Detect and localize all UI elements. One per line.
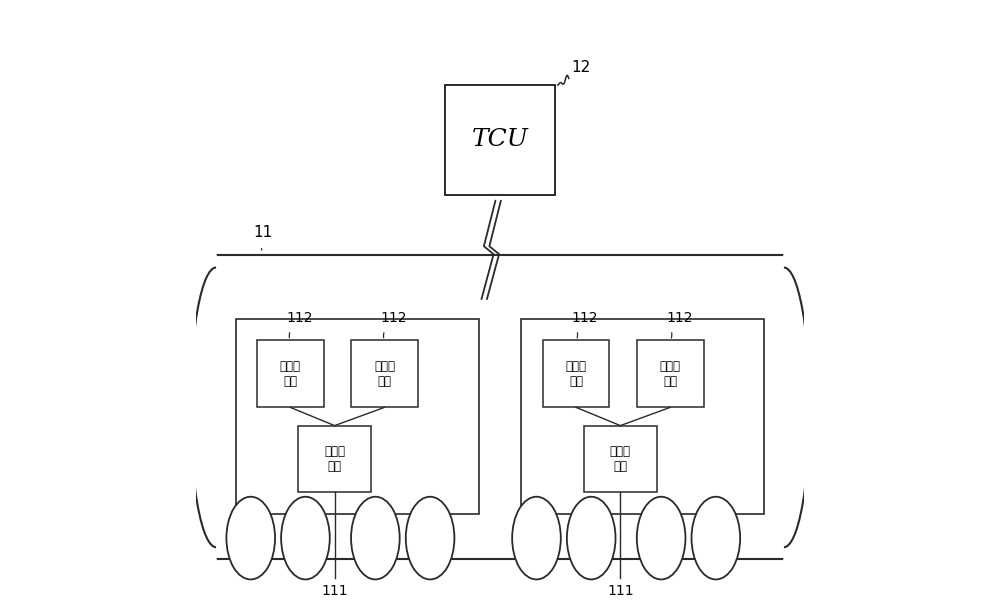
- Text: 111: 111: [607, 584, 634, 598]
- Text: 112: 112: [572, 311, 598, 325]
- Text: 111: 111: [321, 584, 348, 598]
- Text: 12: 12: [572, 60, 591, 75]
- Ellipse shape: [512, 497, 561, 579]
- Bar: [351, 340, 418, 407]
- Text: 牡引变
流器: 牡引变 流器: [280, 360, 301, 388]
- Ellipse shape: [567, 497, 616, 579]
- Bar: [637, 340, 704, 407]
- Bar: [298, 426, 371, 492]
- Ellipse shape: [406, 497, 454, 579]
- Text: 112: 112: [286, 311, 312, 325]
- Bar: [543, 340, 609, 407]
- Text: 牡引变
压器: 牡引变 压器: [324, 445, 345, 473]
- Text: TCU: TCU: [472, 128, 528, 151]
- Ellipse shape: [637, 497, 685, 579]
- Ellipse shape: [692, 497, 740, 579]
- Text: 牡引变
流器: 牡引变 流器: [374, 360, 395, 388]
- Text: 牡引变
流器: 牡引变 流器: [660, 360, 681, 388]
- Text: 牡引变
流器: 牡引变 流器: [566, 360, 586, 388]
- Text: 牡引变
压器: 牡引变 压器: [610, 445, 631, 473]
- Ellipse shape: [351, 497, 400, 579]
- Text: 11: 11: [254, 225, 273, 240]
- Ellipse shape: [226, 497, 275, 579]
- Text: 112: 112: [380, 311, 407, 325]
- Bar: [521, 319, 764, 514]
- Bar: [257, 340, 324, 407]
- Bar: [445, 85, 555, 195]
- Text: 112: 112: [666, 311, 692, 325]
- Bar: [584, 426, 657, 492]
- Ellipse shape: [281, 497, 330, 579]
- Bar: [214, 255, 786, 559]
- Bar: [236, 319, 479, 514]
